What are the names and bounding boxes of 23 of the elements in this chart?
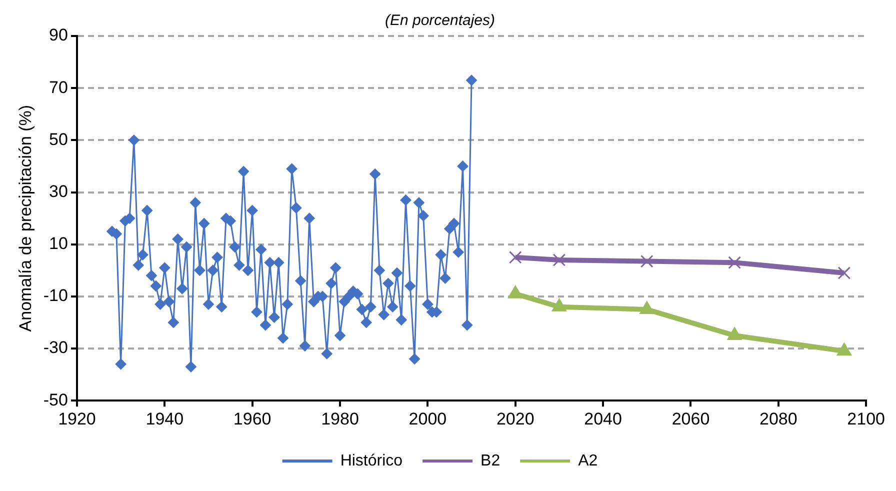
y-axis-title: Anomalía de precipitación (%) bbox=[16, 104, 35, 332]
x-tick-label: 1980 bbox=[321, 409, 359, 428]
x-tick-label: 2020 bbox=[496, 409, 534, 428]
legend-label: Histórico bbox=[340, 452, 403, 470]
y-tick-label: 50 bbox=[49, 130, 68, 149]
x-tick-label: 1940 bbox=[146, 409, 184, 428]
y-tick-label: -50 bbox=[43, 390, 68, 410]
y-tick-label: 30 bbox=[49, 182, 68, 201]
y-tick-label: 90 bbox=[49, 26, 68, 45]
y-tick-label: 10 bbox=[49, 234, 68, 254]
x-tick-label: 1920 bbox=[58, 409, 96, 428]
x-tick-label: 2040 bbox=[584, 409, 622, 428]
x-tick-label: 2000 bbox=[408, 409, 447, 428]
x-tick-label: 2100 bbox=[847, 409, 886, 428]
x-tick-label: 2080 bbox=[759, 409, 798, 428]
x-tick-label: 2060 bbox=[672, 409, 710, 428]
legend-label: B2 bbox=[480, 452, 500, 470]
y-tick-label: -30 bbox=[43, 338, 68, 358]
legend-label: A2 bbox=[578, 452, 598, 470]
x-tick-label: 1960 bbox=[233, 409, 272, 428]
y-tick-label: 70 bbox=[49, 78, 68, 97]
chart-subtitle: (En porcentajes) bbox=[384, 12, 496, 30]
y-tick-label: -10 bbox=[43, 286, 68, 306]
